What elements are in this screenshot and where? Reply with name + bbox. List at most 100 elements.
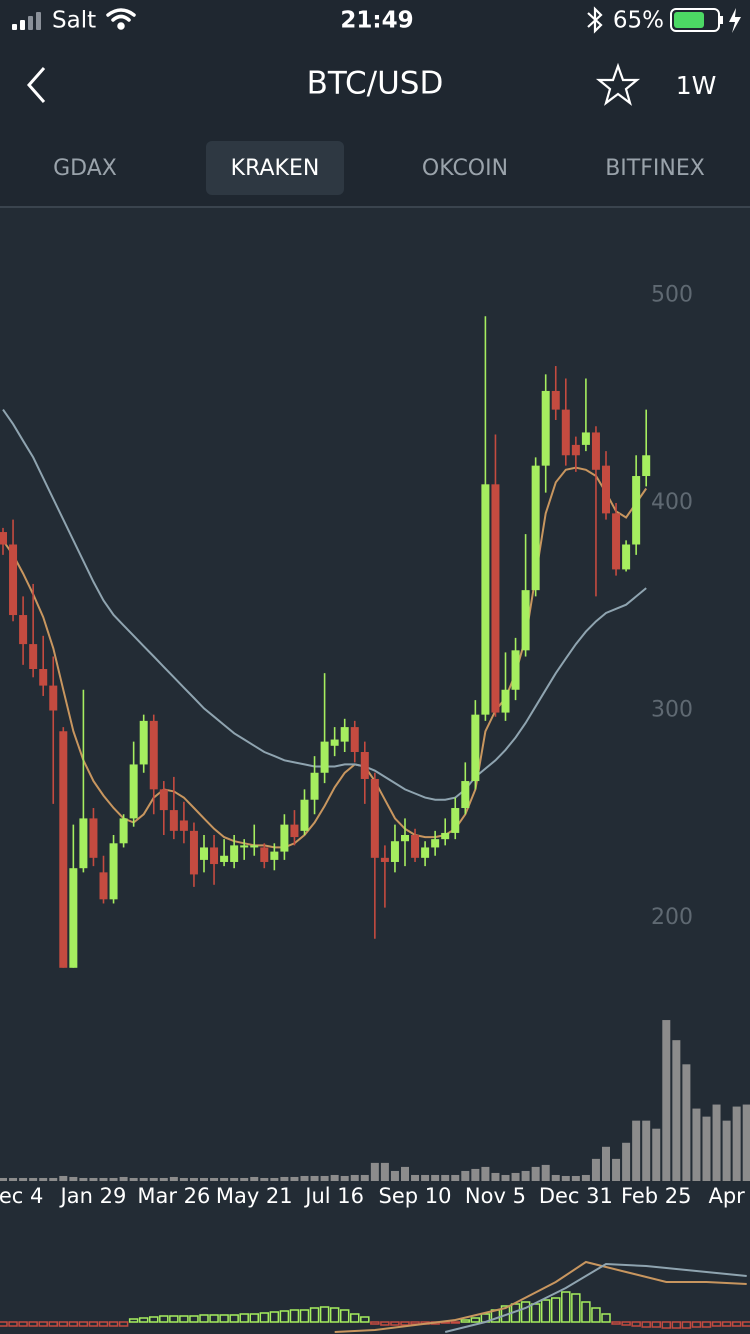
tab[interactable]: KRAKEN xyxy=(231,156,320,181)
macd-bar xyxy=(661,1321,672,1329)
candle-body xyxy=(441,832,450,840)
candle-body xyxy=(240,845,249,848)
volume-bar xyxy=(541,1164,550,1181)
macd-bar xyxy=(249,1313,259,1323)
candle-body xyxy=(561,409,570,456)
volume-bar xyxy=(692,1108,701,1181)
volume-bar xyxy=(591,1158,600,1181)
battery-icon xyxy=(670,8,741,33)
macd-bar xyxy=(731,1321,742,1327)
candle-body xyxy=(29,644,38,669)
candle-body xyxy=(330,739,339,746)
macd-bar xyxy=(219,1314,229,1323)
volume-bar xyxy=(179,1177,188,1181)
candle-body xyxy=(481,484,490,715)
volume-bar xyxy=(240,1177,249,1181)
volume-bar xyxy=(390,1170,399,1181)
interval-button[interactable]: 1W xyxy=(676,71,717,100)
tab[interactable]: OKCOIN xyxy=(422,156,508,181)
volume-bar xyxy=(250,1176,259,1181)
volume-bar xyxy=(350,1174,359,1181)
candle-body xyxy=(99,872,108,900)
volume-bar xyxy=(531,1166,540,1181)
volume-bar xyxy=(652,1128,661,1181)
macd-bar xyxy=(18,1321,28,1327)
volume-bar xyxy=(501,1174,510,1181)
volume-bar xyxy=(189,1177,198,1181)
y-tick-label: 500 xyxy=(651,283,693,308)
candle-body xyxy=(501,689,510,713)
volume-bar xyxy=(370,1162,379,1181)
candle-body xyxy=(69,868,78,968)
macd-bar xyxy=(561,1291,571,1323)
candle-body xyxy=(380,857,389,862)
candle-body xyxy=(591,432,600,470)
volume-bar xyxy=(742,1104,750,1181)
volume-bar xyxy=(360,1174,369,1181)
macd-bar xyxy=(591,1307,601,1323)
candle-body xyxy=(310,772,319,800)
x-tick-label: May 21 xyxy=(216,1184,293,1208)
macd-bar xyxy=(581,1301,591,1323)
favorite-star[interactable] xyxy=(595,62,641,106)
header-bg xyxy=(0,0,750,207)
candle-body xyxy=(471,714,480,782)
macd-bar xyxy=(601,1313,611,1323)
volume-bar xyxy=(69,1176,78,1181)
volume-bar xyxy=(632,1120,641,1181)
volume-bar xyxy=(380,1162,389,1181)
back-button[interactable] xyxy=(26,67,46,103)
macd-line xyxy=(444,1262,747,1333)
macd-bar xyxy=(299,1309,310,1323)
candle-body xyxy=(431,839,440,848)
candle-body xyxy=(89,818,98,858)
macd-bar xyxy=(631,1321,641,1327)
volume-bar xyxy=(461,1170,470,1181)
candle-body xyxy=(340,727,349,742)
macd-bar xyxy=(199,1314,209,1323)
macd-bar xyxy=(8,1321,18,1327)
macd-bar xyxy=(450,1321,460,1324)
candle-body xyxy=(421,847,430,858)
macd-bar xyxy=(58,1321,69,1327)
volume-bar xyxy=(682,1064,691,1181)
volume-bar xyxy=(732,1106,741,1181)
bluetooth-icon xyxy=(587,6,603,34)
candle-body xyxy=(551,390,560,410)
volume-bar xyxy=(411,1174,420,1181)
volume-bar xyxy=(169,1176,178,1181)
macd-bar xyxy=(470,1317,481,1323)
volume-bar xyxy=(722,1120,731,1181)
macd-bar xyxy=(571,1293,581,1323)
candle-body xyxy=(531,465,540,591)
tab[interactable]: GDAX xyxy=(53,156,117,181)
tabs: GDAX KRAKEN OKCOIN BITFINEX xyxy=(53,141,705,195)
candle-body xyxy=(9,544,18,616)
macd-bar xyxy=(138,1317,149,1323)
volume-bar xyxy=(340,1175,349,1181)
candle-body xyxy=(129,764,138,819)
macd-line xyxy=(334,1260,747,1333)
volume-bar xyxy=(712,1104,721,1181)
volume-bar xyxy=(401,1166,409,1181)
volume-bar xyxy=(521,1170,530,1181)
volume-bar xyxy=(511,1172,520,1181)
candle-body xyxy=(401,835,409,842)
candle-body xyxy=(541,390,550,466)
macd-bar xyxy=(611,1321,621,1325)
wifi-icon xyxy=(106,8,136,30)
candle-body xyxy=(39,669,48,686)
volume-bar xyxy=(200,1177,208,1181)
x-tick-label: Mar 26 xyxy=(137,1184,210,1208)
tab[interactable]: BITFINEX xyxy=(605,156,705,181)
macd-bar xyxy=(400,1321,410,1326)
volume-bar xyxy=(59,1175,68,1181)
volume-bar xyxy=(481,1166,490,1181)
y-tick-label: 300 xyxy=(651,698,693,723)
candle-body xyxy=(280,824,289,852)
macd-bar xyxy=(149,1316,159,1323)
macd-bar xyxy=(259,1312,270,1323)
